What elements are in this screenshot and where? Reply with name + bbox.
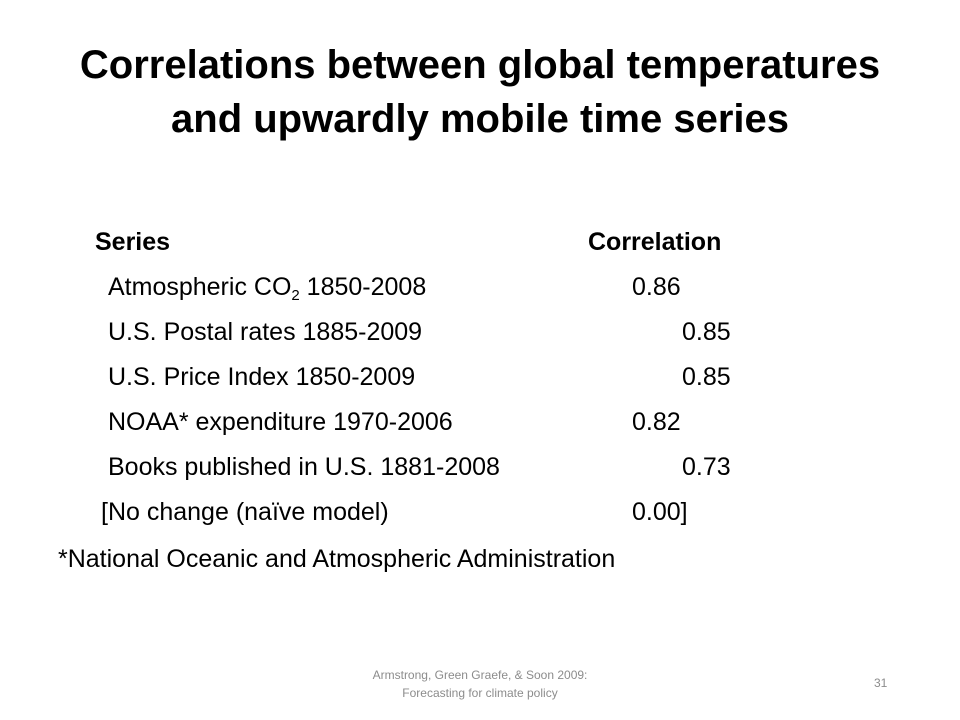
row-correlation-books: 0.73	[682, 453, 731, 481]
row-series-co2: Atmospheric CO2 1850-2008	[108, 271, 426, 303]
row-correlation-postal: 0.85	[682, 318, 731, 346]
co2-subscript: 2	[291, 287, 300, 304]
row-correlation-noaa: 0.82	[632, 408, 681, 436]
slide-number: 31	[874, 676, 888, 690]
row-correlation-co2: 0.86	[632, 273, 681, 301]
row-series-price-index: U.S. Price Index 1850-2009	[108, 363, 416, 391]
row-correlation-price-index: 0.85	[682, 363, 731, 391]
row-series-noaa: NOAA* expenditure 1970-2006	[108, 408, 453, 436]
header-series: Series	[95, 228, 171, 256]
footer-citation: Armstrong, Green Graefe, & Soon 2009: Fo…	[372, 668, 588, 700]
row-correlation-no-change: 0.00]	[632, 498, 688, 526]
co2-prefix: Atmospheric CO	[108, 273, 292, 301]
header-correlation: Correlation	[588, 228, 722, 256]
row-series-no-change: [No change (naïve model)	[101, 498, 389, 526]
slide-title: Correlations between global temperatures…	[79, 43, 881, 141]
co2-suffix: 1850-2008	[299, 273, 427, 301]
row-series-postal: U.S. Postal rates 1885-2009	[108, 318, 423, 346]
row-series-books: Books published in U.S. 1881-2008	[108, 453, 500, 481]
footnote: *National Oceanic and Atmospheric Admini…	[58, 545, 616, 573]
